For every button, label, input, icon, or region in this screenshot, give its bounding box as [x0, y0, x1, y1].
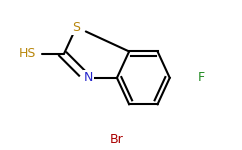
Text: HS: HS	[18, 47, 36, 60]
Text: F: F	[198, 71, 205, 84]
Text: S: S	[72, 21, 80, 34]
Text: Br: Br	[110, 133, 124, 146]
Text: N: N	[84, 71, 93, 84]
